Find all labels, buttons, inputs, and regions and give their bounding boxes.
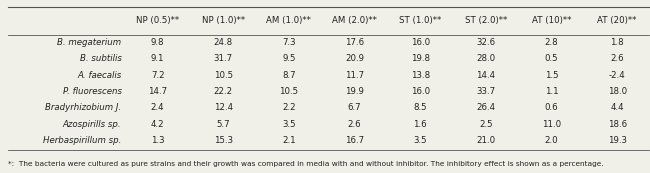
Text: 9.1: 9.1 bbox=[151, 54, 164, 63]
Text: 16.7: 16.7 bbox=[345, 136, 364, 145]
Text: 14.4: 14.4 bbox=[476, 71, 495, 80]
Text: 17.6: 17.6 bbox=[345, 38, 364, 47]
Text: Herbaspirillum sp.: Herbaspirillum sp. bbox=[43, 136, 122, 145]
Text: 16.0: 16.0 bbox=[411, 87, 430, 96]
Text: B. subtilis: B. subtilis bbox=[80, 54, 122, 63]
Text: 12.4: 12.4 bbox=[214, 103, 233, 112]
Text: A. faecalis: A. faecalis bbox=[77, 71, 122, 80]
Text: 1.8: 1.8 bbox=[610, 38, 624, 47]
Text: 33.7: 33.7 bbox=[476, 87, 495, 96]
Text: 7.3: 7.3 bbox=[282, 38, 296, 47]
Text: AT (20)**: AT (20)** bbox=[597, 16, 637, 25]
Text: AT (10)**: AT (10)** bbox=[532, 16, 571, 25]
Text: 2.5: 2.5 bbox=[479, 120, 493, 129]
Text: ST (2.0)**: ST (2.0)** bbox=[465, 16, 507, 25]
Text: 14.7: 14.7 bbox=[148, 87, 167, 96]
Text: 26.4: 26.4 bbox=[476, 103, 495, 112]
Text: 4.2: 4.2 bbox=[151, 120, 164, 129]
Text: 2.6: 2.6 bbox=[348, 120, 361, 129]
Text: 13.8: 13.8 bbox=[411, 71, 430, 80]
Text: 11.7: 11.7 bbox=[345, 71, 364, 80]
Text: 20.9: 20.9 bbox=[345, 54, 364, 63]
Text: 2.1: 2.1 bbox=[282, 136, 296, 145]
Text: P. fluorescens: P. fluorescens bbox=[62, 87, 122, 96]
Text: 31.7: 31.7 bbox=[214, 54, 233, 63]
Text: 19.3: 19.3 bbox=[608, 136, 627, 145]
Text: 10.5: 10.5 bbox=[214, 71, 233, 80]
Text: Azospirills sp.: Azospirills sp. bbox=[63, 120, 122, 129]
Text: 2.4: 2.4 bbox=[151, 103, 164, 112]
Text: 15.3: 15.3 bbox=[214, 136, 233, 145]
Text: 1.5: 1.5 bbox=[545, 71, 558, 80]
Text: 21.0: 21.0 bbox=[476, 136, 495, 145]
Text: 3.5: 3.5 bbox=[413, 136, 427, 145]
Text: NP (1.0)**: NP (1.0)** bbox=[202, 16, 245, 25]
Text: 11.0: 11.0 bbox=[542, 120, 561, 129]
Text: 2.2: 2.2 bbox=[282, 103, 296, 112]
Text: 28.0: 28.0 bbox=[476, 54, 495, 63]
Text: B. megaterium: B. megaterium bbox=[57, 38, 122, 47]
Text: 1.1: 1.1 bbox=[545, 87, 558, 96]
Text: 2.6: 2.6 bbox=[610, 54, 624, 63]
Text: 1.6: 1.6 bbox=[413, 120, 427, 129]
Text: AM (1.0)**: AM (1.0)** bbox=[266, 16, 311, 25]
Text: 0.6: 0.6 bbox=[545, 103, 558, 112]
Text: 9.8: 9.8 bbox=[151, 38, 164, 47]
Text: 32.6: 32.6 bbox=[476, 38, 495, 47]
Text: AM (2.0)**: AM (2.0)** bbox=[332, 16, 377, 25]
Text: 9.5: 9.5 bbox=[282, 54, 296, 63]
Text: *:  The bacteria were cultured as pure strains and their growth was compared in : *: The bacteria were cultured as pure st… bbox=[8, 161, 603, 167]
Text: 16.0: 16.0 bbox=[411, 38, 430, 47]
Text: 8.7: 8.7 bbox=[282, 71, 296, 80]
Text: 3.5: 3.5 bbox=[282, 120, 296, 129]
Text: -2.4: -2.4 bbox=[609, 71, 625, 80]
Text: NP (0.5)**: NP (0.5)** bbox=[136, 16, 179, 25]
Text: 0.5: 0.5 bbox=[545, 54, 558, 63]
Text: 10.5: 10.5 bbox=[280, 87, 298, 96]
Text: 24.8: 24.8 bbox=[214, 38, 233, 47]
Text: 8.5: 8.5 bbox=[413, 103, 427, 112]
Text: 7.2: 7.2 bbox=[151, 71, 164, 80]
Text: 4.4: 4.4 bbox=[610, 103, 624, 112]
Text: 19.9: 19.9 bbox=[345, 87, 364, 96]
Text: 18.0: 18.0 bbox=[608, 87, 627, 96]
Text: 22.2: 22.2 bbox=[214, 87, 233, 96]
Text: 18.6: 18.6 bbox=[608, 120, 627, 129]
Text: 1.3: 1.3 bbox=[151, 136, 164, 145]
Text: ST (1.0)**: ST (1.0)** bbox=[399, 16, 441, 25]
Text: 19.8: 19.8 bbox=[411, 54, 430, 63]
Text: 6.7: 6.7 bbox=[348, 103, 361, 112]
Text: 5.7: 5.7 bbox=[216, 120, 230, 129]
Text: 2.8: 2.8 bbox=[545, 38, 558, 47]
Text: Bradyrhizobium J.: Bradyrhizobium J. bbox=[46, 103, 122, 112]
Text: 2.0: 2.0 bbox=[545, 136, 558, 145]
